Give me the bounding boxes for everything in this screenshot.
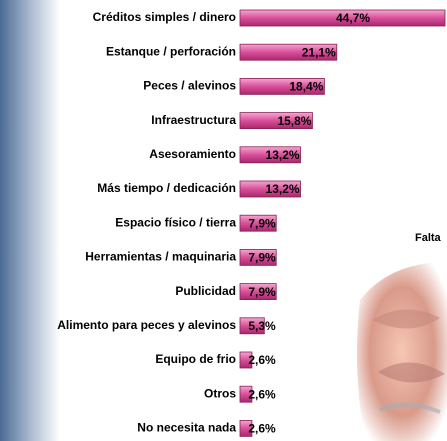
category-label: Espacio físico / tierra <box>115 215 236 229</box>
value-label: 13,2% <box>266 148 300 162</box>
value-label: 2,6% <box>248 387 276 401</box>
bar <box>239 283 277 301</box>
bar <box>239 112 313 129</box>
bar <box>239 351 253 369</box>
value-label: 21,1% <box>302 45 336 59</box>
value-label: 7,9% <box>248 216 276 230</box>
bar <box>239 146 301 164</box>
category-label: Peces / alevinos <box>143 79 236 93</box>
bar <box>239 78 325 95</box>
bar <box>239 180 301 198</box>
value-label: 2,6% <box>248 353 276 367</box>
bar <box>239 9 446 27</box>
photo <box>356 262 447 441</box>
value-label: 15,8% <box>277 114 311 128</box>
category-label: Publicidad <box>175 284 236 298</box>
category-label: Estanque / perforación <box>106 44 236 58</box>
value-label: 7,9% <box>248 251 276 265</box>
value-label: 44,7% <box>336 11 370 25</box>
category-label: Infraestructura <box>151 113 236 127</box>
bar <box>239 214 277 232</box>
category-label: Créditos simples / dinero <box>93 10 236 24</box>
annotation: Falta <box>415 232 442 244</box>
category-label: Herramientas / maquinaria <box>85 250 236 264</box>
bar <box>239 419 253 437</box>
value-label: 7,9% <box>248 285 276 299</box>
category-label: Otros <box>204 386 236 400</box>
value-label: 18,4% <box>289 80 323 94</box>
value-label: 2,6% <box>248 422 276 436</box>
side-gradient <box>0 0 60 441</box>
category-label: No necesita nada <box>137 421 236 435</box>
category-label: Equipo de frio <box>155 352 236 366</box>
bar <box>239 317 265 335</box>
category-label: Más tiempo / dedicación <box>97 181 236 195</box>
bar <box>239 43 338 61</box>
category-label: Asesoramiento <box>149 147 236 161</box>
value-label: 5,3% <box>248 319 276 333</box>
category-label: Alimento para peces y alevinos <box>57 318 236 332</box>
value-label: 13,2% <box>266 182 300 196</box>
bar <box>239 385 253 403</box>
bar <box>239 248 277 266</box>
